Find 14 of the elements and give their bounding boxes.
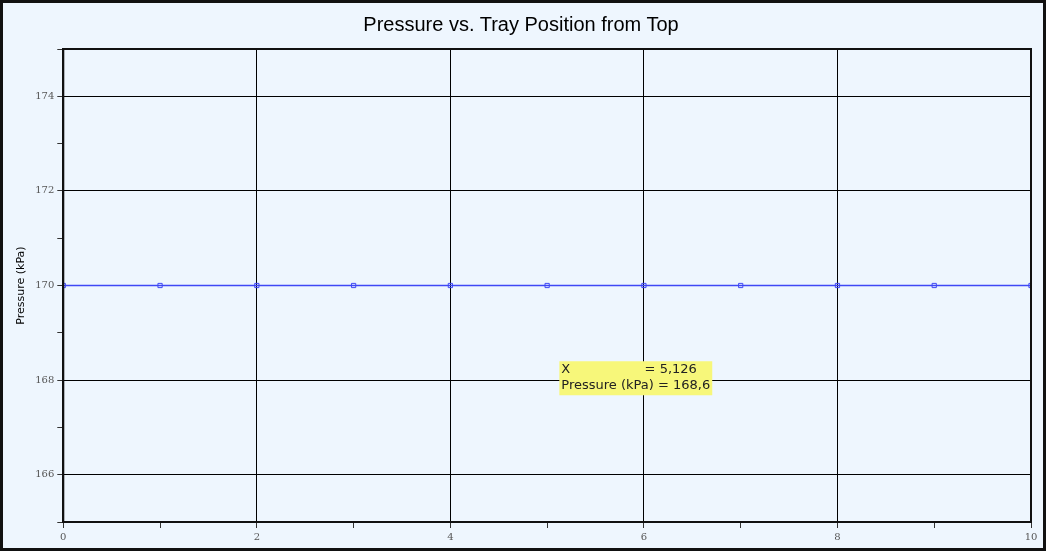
y-tick-label: 172 — [35, 184, 55, 196]
chart-title: Pressure vs. Tray Position from Top — [363, 12, 679, 35]
x-tick-label: 8 — [834, 530, 841, 542]
x-tick-label: 10 — [1024, 530, 1038, 542]
x-tick-label: 4 — [447, 530, 454, 542]
y-tick-label: 166 — [35, 468, 55, 480]
y-tick-label: 170 — [35, 279, 55, 291]
y-axis-title: Pressure (kPa) — [14, 246, 28, 325]
x-tick-label: 6 — [640, 530, 648, 542]
y-tick-label: 174 — [35, 89, 55, 101]
x-tick-label: 0 — [60, 530, 67, 542]
x-tick-label: 2 — [253, 530, 261, 542]
y-tick-label: 168 — [35, 373, 55, 385]
annotation: X = 5,126 Pressure (kPa) = 168,6 — [561, 361, 711, 393]
